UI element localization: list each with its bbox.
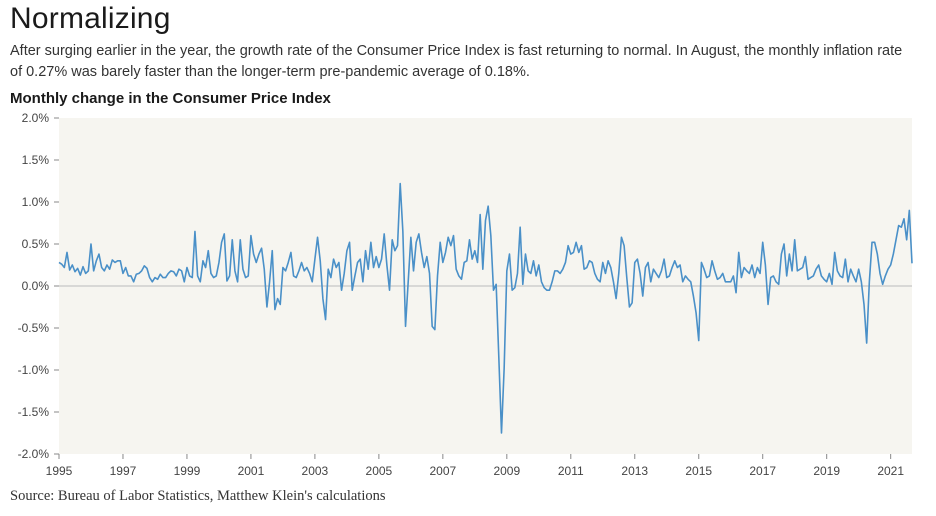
- y-tick-label: 1.5%: [22, 153, 50, 167]
- x-tick-label: 2007: [429, 464, 456, 478]
- x-axis: 1995 1997 1999 2001 2003 2005 2007 2009 2011 2013…: [46, 454, 904, 478]
- x-tick-label: 2019: [813, 464, 840, 478]
- x-tick-label: 2011: [558, 464, 584, 478]
- y-tick-label: -1.0%: [18, 363, 50, 377]
- x-tick-label: 2017: [749, 464, 776, 478]
- y-tick-label: -1.5%: [18, 405, 50, 419]
- y-tick-label: 2.0%: [22, 111, 50, 125]
- x-tick-label: 1999: [174, 464, 201, 478]
- page-title: Normalizing: [10, 2, 171, 35]
- y-tick-label: 0.5%: [22, 237, 50, 251]
- x-tick-label: 2013: [621, 464, 648, 478]
- page-subtitle: After surging earlier in the year, the g…: [10, 43, 903, 80]
- y-tick-label: -0.5%: [18, 321, 50, 335]
- x-tick-label: 2015: [685, 464, 712, 478]
- x-tick-label: 2005: [366, 464, 393, 478]
- y-tick-label: -2.0%: [18, 447, 50, 461]
- x-tick-label: 1997: [110, 464, 137, 478]
- x-tick-label: 2021: [877, 464, 904, 478]
- y-axis: 2.0% 1.5% 1.0% 0.5% 0.0% -0.5% -1.0% -1.5% -2.0%: [18, 111, 59, 461]
- y-tick-label: 0.0%: [22, 279, 50, 293]
- x-tick-label: 1995: [46, 464, 73, 478]
- y-tick-label: 1.0%: [22, 195, 50, 209]
- x-tick-label: 2003: [302, 464, 329, 478]
- x-tick-label: 2001: [238, 464, 265, 478]
- chart-title: Monthly change in the Consumer Price Ind…: [10, 90, 331, 107]
- series-line-cpi-monthly-change: [58, 182, 913, 434]
- source-note: Source: Bureau of Labor Statistics, Matt…: [10, 488, 386, 504]
- x-tick-label: 2009: [493, 464, 520, 478]
